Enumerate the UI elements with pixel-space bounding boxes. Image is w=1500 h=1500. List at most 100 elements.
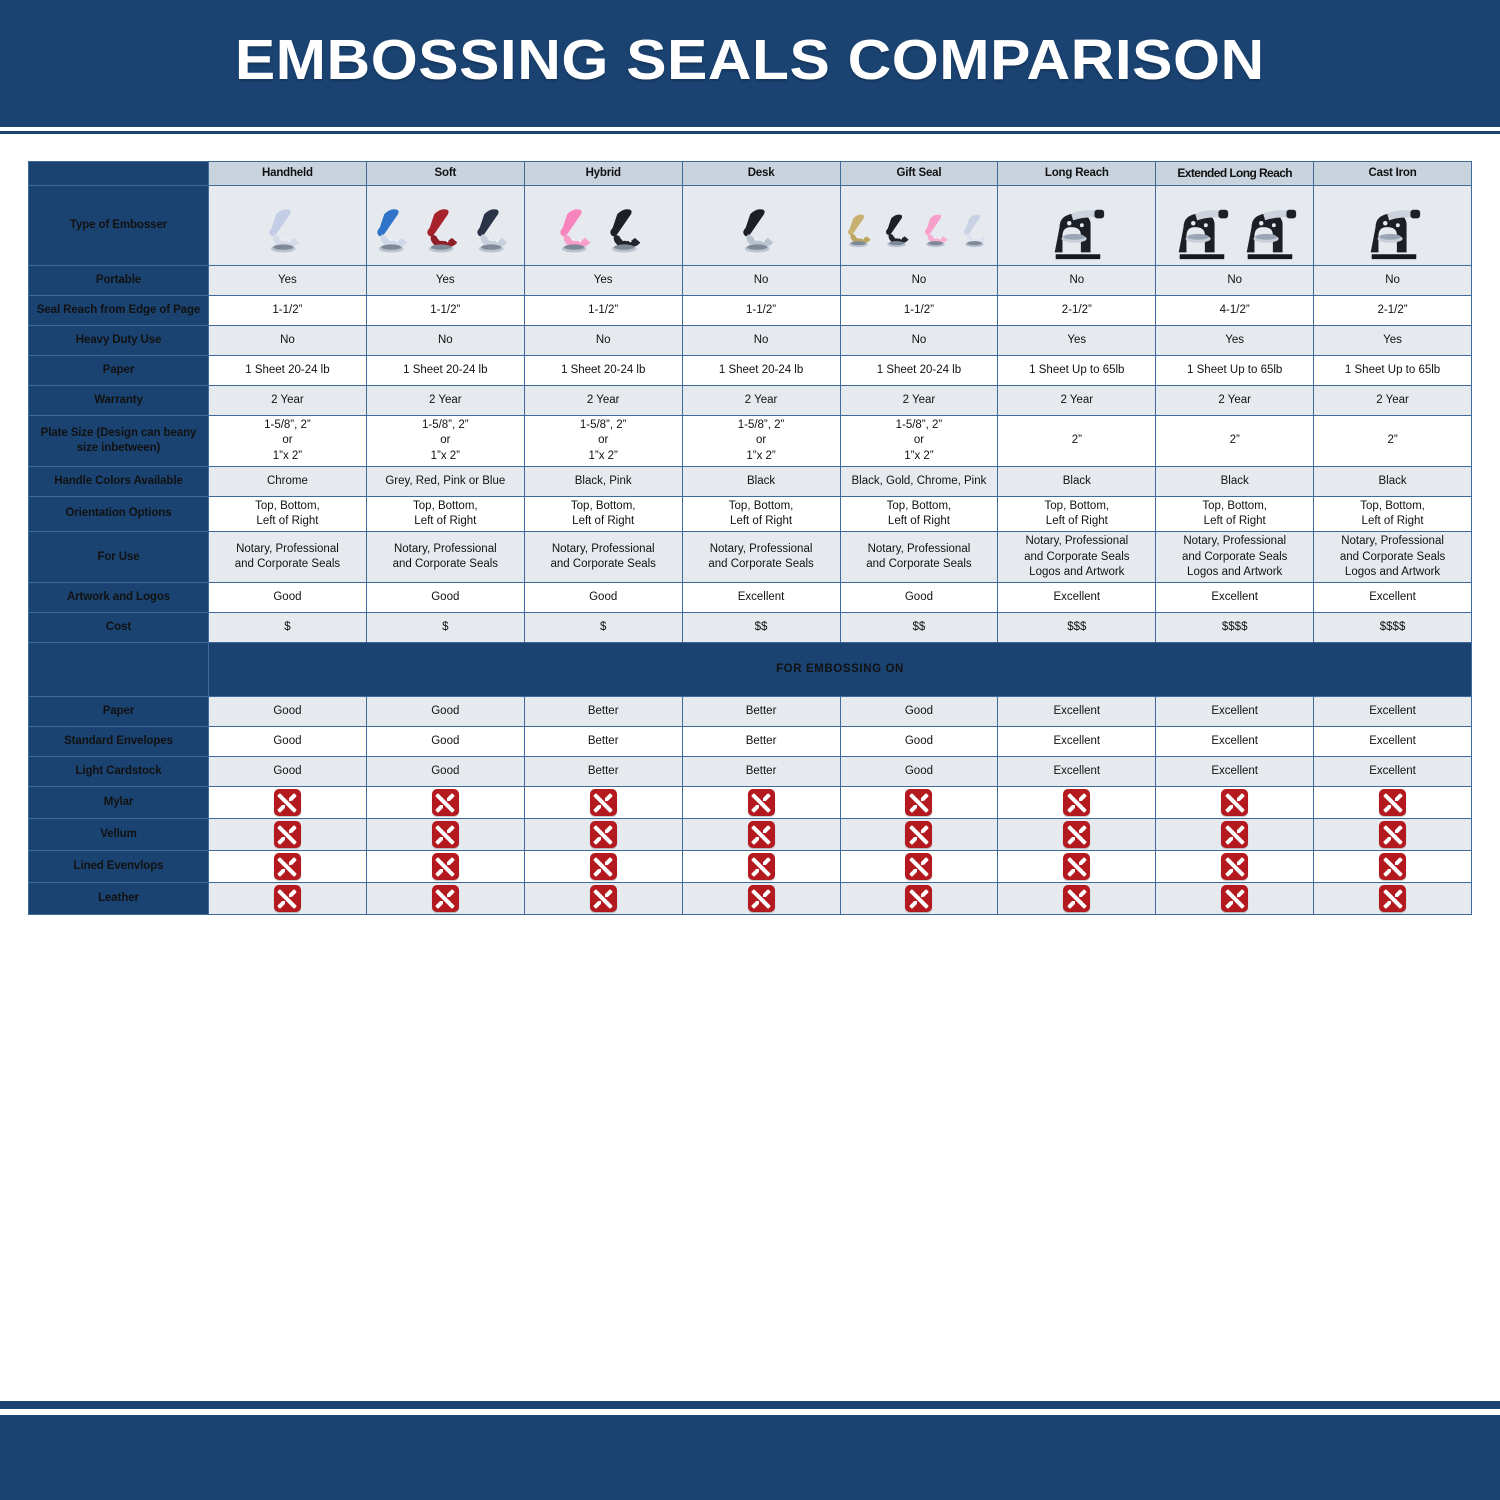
table-row: Paper 1 Sheet 20-24 lb 1 Sheet 20-24 lb 1 S… <box>28 355 1472 386</box>
desk-embosser-photo <box>686 190 837 262</box>
not-supported-x-icon <box>905 885 933 913</box>
embosser-icon <box>477 208 508 252</box>
not-supported-x-icon <box>431 821 459 849</box>
table-cell <box>523 882 683 916</box>
table-row-type-of-embosser: Type of Embosser <box>28 185 1472 266</box>
table-cell: No <box>681 265 841 296</box>
table-cell: Top, Bottom, Left of Right <box>365 495 525 533</box>
table-cell: Excellent <box>997 726 1157 758</box>
table-row: For Use Notary, Professional and Corporat… <box>28 531 1472 584</box>
not-supported-x-icon <box>431 885 459 913</box>
table-cell: 2 Year <box>1313 385 1472 416</box>
not-supported-x-icon <box>431 853 459 881</box>
table-cell: Top, Bottom, Left of Right <box>208 495 367 533</box>
table-cell: Excellent <box>1155 726 1315 758</box>
not-supported-x-icon <box>589 885 617 913</box>
table-cell: Good <box>365 696 525 728</box>
table-cell: Top, Bottom, Left of Right <box>1313 495 1472 533</box>
table-row: Portable Yes Yes Yes No No No No No <box>28 265 1472 296</box>
table-cell: 2” <box>1155 415 1315 467</box>
not-supported-x-icon <box>1063 821 1091 849</box>
table-cell: Excellent <box>1313 696 1472 728</box>
column-header-soft: Soft <box>365 161 525 186</box>
table-cell: Excellent <box>1313 726 1472 758</box>
table-cell <box>1313 818 1472 852</box>
table-cell <box>365 786 525 820</box>
long-reach-embosser-photo <box>1001 190 1152 262</box>
table-cell: Notary, Professional and Corporate Seals… <box>1155 531 1315 584</box>
row-label-lined-evenvlops: Lined Evenvlops <box>28 850 209 884</box>
table-cell: Excellent <box>1155 696 1315 728</box>
hybrid-embosser-photo <box>528 190 679 262</box>
table-cell: $ <box>523 612 683 644</box>
table-cell <box>365 882 525 916</box>
table-row: Mylar <box>28 786 1472 820</box>
section-banner-spacer <box>28 642 209 698</box>
table-cell: Good <box>523 582 683 614</box>
table-cell: 2-1/2” <box>997 295 1157 326</box>
table-cell: 2 Year <box>523 385 683 416</box>
row-label-artwork-and-logos: Artwork and Logos <box>28 582 209 614</box>
table-cell: 2 Year <box>997 385 1157 416</box>
not-supported-x-icon <box>905 789 933 817</box>
row-label-warranty: Warranty <box>28 385 209 416</box>
row-label-vellum: Vellum <box>28 818 209 852</box>
not-supported-x-icon <box>1221 885 1249 913</box>
table-head: Handheld Soft Hybrid Desk Gift Seal Long Reac… <box>28 161 1472 186</box>
column-header-handheld: Handheld <box>208 161 367 186</box>
soft-embosser-photo <box>370 190 521 262</box>
table-cell: 1-5/8”, 2” or 1”x 2” <box>208 415 367 467</box>
table-cell: 2 Year <box>208 385 367 416</box>
table-cell: No <box>523 325 683 356</box>
table-cell: $$$$ <box>1155 612 1315 644</box>
table-cell: 1 Sheet 20-24 lb <box>523 355 683 386</box>
embossing-seals-comparison-table: Handheld Soft Hybrid Desk Gift Seal Long Reac… <box>28 161 1472 916</box>
table-cell: 1-5/8”, 2” or 1”x 2” <box>365 415 525 467</box>
table-cell: $$$ <box>997 612 1157 644</box>
title-rule-thin <box>0 131 1500 134</box>
row-label-plate-size-design-can-beany-size-inbetween: Plate Size (Design can beany size inbetw… <box>28 415 209 467</box>
table-cell: Notary, Professional and Corporate Seals <box>365 531 525 584</box>
page-title: EMBOSSING SEALS COMPARISON <box>235 28 1265 92</box>
table-cell: Excellent <box>997 696 1157 728</box>
table-cell: 1-1/2” <box>681 295 841 326</box>
table-row: Heavy Duty Use No No No No No Yes Yes Yes <box>28 325 1472 356</box>
embosser-icon <box>847 214 871 247</box>
table-cell: 2-1/2” <box>1313 295 1472 326</box>
table-cell <box>1313 850 1472 884</box>
table-cell: 1 Sheet 20-24 lb <box>365 355 525 386</box>
table-cell: No <box>1313 265 1472 296</box>
table-cell: Notary, Professional and Corporate Seals <box>839 531 999 584</box>
not-supported-x-icon <box>589 821 617 849</box>
table-cell: Notary, Professional and Corporate Seals… <box>1313 531 1472 584</box>
table-row: Cost $ $ $ $$ $$ $$$ $$$$ $$$$ <box>28 612 1472 644</box>
embosser-icon <box>269 208 300 252</box>
table-cell: 1 Sheet 20-24 lb <box>681 355 841 386</box>
row-label-for-use: For Use <box>28 531 209 584</box>
column-header-extended-long-reach: Extended Long Reach <box>1155 161 1315 186</box>
comparison-table-wrap: Handheld Soft Hybrid Desk Gift Seal Long Reac… <box>0 134 1500 916</box>
embosser-icon <box>610 208 641 252</box>
embosser-photo-cell <box>365 185 525 266</box>
table-cell: Top, Bottom, Left of Right <box>839 495 999 533</box>
table-cell: 1-5/8”, 2” or 1”x 2” <box>523 415 683 467</box>
table-cell <box>681 882 841 916</box>
not-supported-x-icon <box>747 821 775 849</box>
embosser-icon <box>743 208 774 252</box>
row-label-handle-colors-available: Handle Colors Available <box>28 465 209 497</box>
table-cell <box>681 786 841 820</box>
table-cell: Excellent <box>681 582 841 614</box>
table-cell: 1-1/2” <box>365 295 525 326</box>
not-supported-x-icon <box>747 853 775 881</box>
row-label-type-of-embosser: Type of Embosser <box>28 185 209 266</box>
not-supported-x-icon <box>747 789 775 817</box>
table-cell <box>839 882 999 916</box>
table-cell: Notary, Professional and Corporate Seals <box>208 531 367 584</box>
table-cell <box>523 818 683 852</box>
table-cell: Top, Bottom, Left of Right <box>1155 495 1315 533</box>
table-cell: Black, Gold, Chrome, Pink <box>839 465 999 497</box>
table-cell: Black <box>997 465 1157 497</box>
table-cell: Excellent <box>997 582 1157 614</box>
row-label-portable: Portable <box>28 265 209 296</box>
table-cell: Grey, Red, Pink or Blue <box>365 465 525 497</box>
